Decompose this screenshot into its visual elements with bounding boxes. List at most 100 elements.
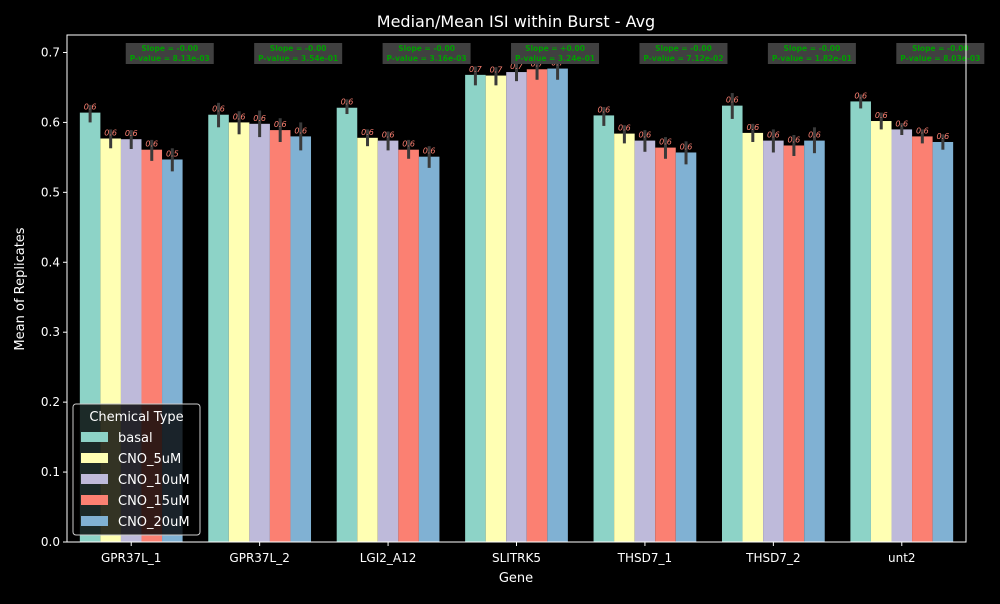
bar-value-label: 0.6 — [274, 120, 287, 129]
bar-value-label: 0.6 — [875, 111, 888, 120]
bar-value-label: 0.6 — [767, 131, 780, 140]
bar-value-label: 0.6 — [361, 128, 374, 137]
bar-value-label: 0.7 — [469, 65, 483, 74]
bar — [593, 115, 615, 543]
bar-value-label: 0.5 — [166, 149, 179, 158]
x-tick-label: LGI2_A12 — [360, 551, 417, 565]
bar-value-label: 0.6 — [680, 142, 693, 151]
annotation-GPR37L_2: Slope = -0.00P-value = 3.54e-01 — [254, 43, 343, 64]
legend-swatch — [81, 453, 108, 463]
bar-value-label: 0.6 — [233, 112, 246, 121]
annotation-unt2: Slope = -0.00P-value = 8.03e-03 — [896, 43, 985, 64]
x-axis-label: Gene — [499, 571, 533, 586]
bar — [721, 105, 743, 542]
annotation-slope: Slope = -0.00 — [912, 44, 969, 53]
x-tick-label: SLITRK5 — [492, 551, 541, 565]
bar — [269, 130, 291, 543]
annotation-pvalue: P-value = 8.03e-03 — [900, 54, 980, 63]
bar-value-label: 0.6 — [746, 123, 759, 132]
bar — [655, 147, 676, 542]
bar — [526, 69, 548, 543]
bar-value-label: 0.6 — [423, 147, 436, 156]
annotation-pvalue: P-value = 3.54e-01 — [258, 54, 338, 63]
annotation-slope: Slope = -0.00 — [784, 44, 841, 53]
annotation-SLITRK5: Slope = +0.00P-value = 3.24e-01 — [511, 43, 600, 64]
bar — [675, 152, 697, 543]
y-axis-label: Mean of Replicates — [13, 227, 28, 350]
y-tick-label: 0.7 — [41, 45, 60, 59]
y-tick-label: 0.3 — [41, 325, 60, 339]
annotation-box — [767, 43, 856, 64]
bar-value-label: 0.6 — [84, 103, 97, 112]
y-tick-label: 0.2 — [41, 395, 60, 409]
bar — [357, 137, 378, 543]
bar-value-label: 0.6 — [916, 126, 929, 135]
annotation-box — [511, 43, 600, 64]
annotation-THSD7_1: Slope = -0.00P-value = 7.12e-02 — [639, 43, 728, 64]
bar — [891, 129, 913, 542]
bar — [763, 140, 784, 542]
annotation-pvalue: P-value = 1.82e-01 — [772, 54, 852, 63]
bar-value-label: 0.6 — [212, 105, 225, 114]
y-tick-label: 0.1 — [41, 465, 60, 479]
bar-value-label: 0.6 — [937, 132, 950, 141]
series-CNO_20uM: 0.5 0.6 0.6 0.7 0.6 0.6 0.6 — [162, 58, 954, 543]
annotation-box — [254, 43, 343, 64]
bar — [870, 121, 892, 543]
x-tick-label: GPR37L_2 — [229, 551, 289, 565]
annotation-GPR37L_1: Slope = -0.00P-value = 8.13e-03 — [125, 43, 214, 64]
annotation-THSD7_2: Slope = -0.00P-value = 1.82e-01 — [767, 43, 856, 64]
plot-area: 0.6 0.60.60.70.60.6 0.60.60.60.60.70.6 0.60… — [41, 34, 985, 565]
bar — [377, 140, 399, 542]
legend-swatch — [81, 474, 108, 484]
bar-value-label: 0.6 — [788, 135, 801, 144]
annotation-pvalue: P-value = 3.24e-01 — [515, 54, 595, 63]
y-tick-label: 0.4 — [41, 255, 60, 269]
bar — [290, 136, 312, 542]
annotation-slope: Slope = -0.00 — [398, 44, 455, 53]
bar — [485, 75, 507, 542]
bar — [804, 140, 825, 542]
annotation-slope: Slope = -0.00 — [655, 44, 712, 53]
bar-value-label: 0.6 — [854, 91, 867, 100]
x-tick-label: THSD7_2 — [745, 551, 800, 565]
legend-title: Chemical Type — [89, 410, 183, 425]
bar — [506, 72, 527, 542]
annotation-LGI2_A12: Slope = -0.00P-value = 3.16e-03 — [382, 43, 471, 64]
bar-value-label: 0.6 — [145, 140, 158, 149]
legend: Chemical Type basal CNO_5uM CNO_10uM CNO_15u… — [72, 403, 201, 536]
annotation-box — [896, 43, 985, 64]
bar-value-label: 0.6 — [104, 129, 117, 138]
bar-value-label: 0.6 — [726, 96, 739, 105]
bar — [336, 107, 358, 542]
bar-value-label: 0.6 — [597, 105, 610, 114]
bar — [418, 156, 440, 542]
annotation-pvalue: P-value = 8.13e-03 — [130, 54, 210, 63]
bar — [783, 145, 805, 543]
series-basal: 0.6 0.6 0.6 0.7 0.6 0.6 0.6 — [79, 65, 871, 543]
x-tick-label: unt2 — [888, 551, 916, 565]
bar — [228, 122, 250, 542]
annotation-slope: Slope = -0.00 — [270, 44, 327, 53]
bar — [850, 101, 871, 543]
annotation-pvalue: P-value = 3.16e-03 — [387, 54, 467, 63]
bar-value-label: 0.7 — [490, 66, 504, 75]
bar — [208, 114, 229, 542]
legend-swatch — [81, 495, 108, 505]
x-tick-label: THSD7_1 — [617, 551, 672, 565]
legend-label: CNO_15uM — [118, 494, 190, 509]
annotation-slope: Slope = +0.00 — [525, 44, 585, 53]
annotation-box — [382, 43, 471, 64]
bar-value-label: 0.6 — [618, 124, 631, 133]
legend-label: CNO_20uM — [118, 515, 190, 530]
legend-label: basal — [118, 431, 153, 446]
legend-label: CNO_5uM — [118, 452, 181, 467]
bar — [249, 123, 270, 542]
bar-value-label: 0.6 — [402, 140, 415, 149]
bar-value-label: 0.6 — [125, 129, 138, 138]
bar-value-label: 0.6 — [294, 126, 307, 135]
bar-value-label: 0.6 — [253, 114, 266, 123]
bar-value-label: 0.6 — [639, 131, 652, 140]
chart-title: Median/Mean ISI within Burst - Avg — [377, 12, 655, 31]
